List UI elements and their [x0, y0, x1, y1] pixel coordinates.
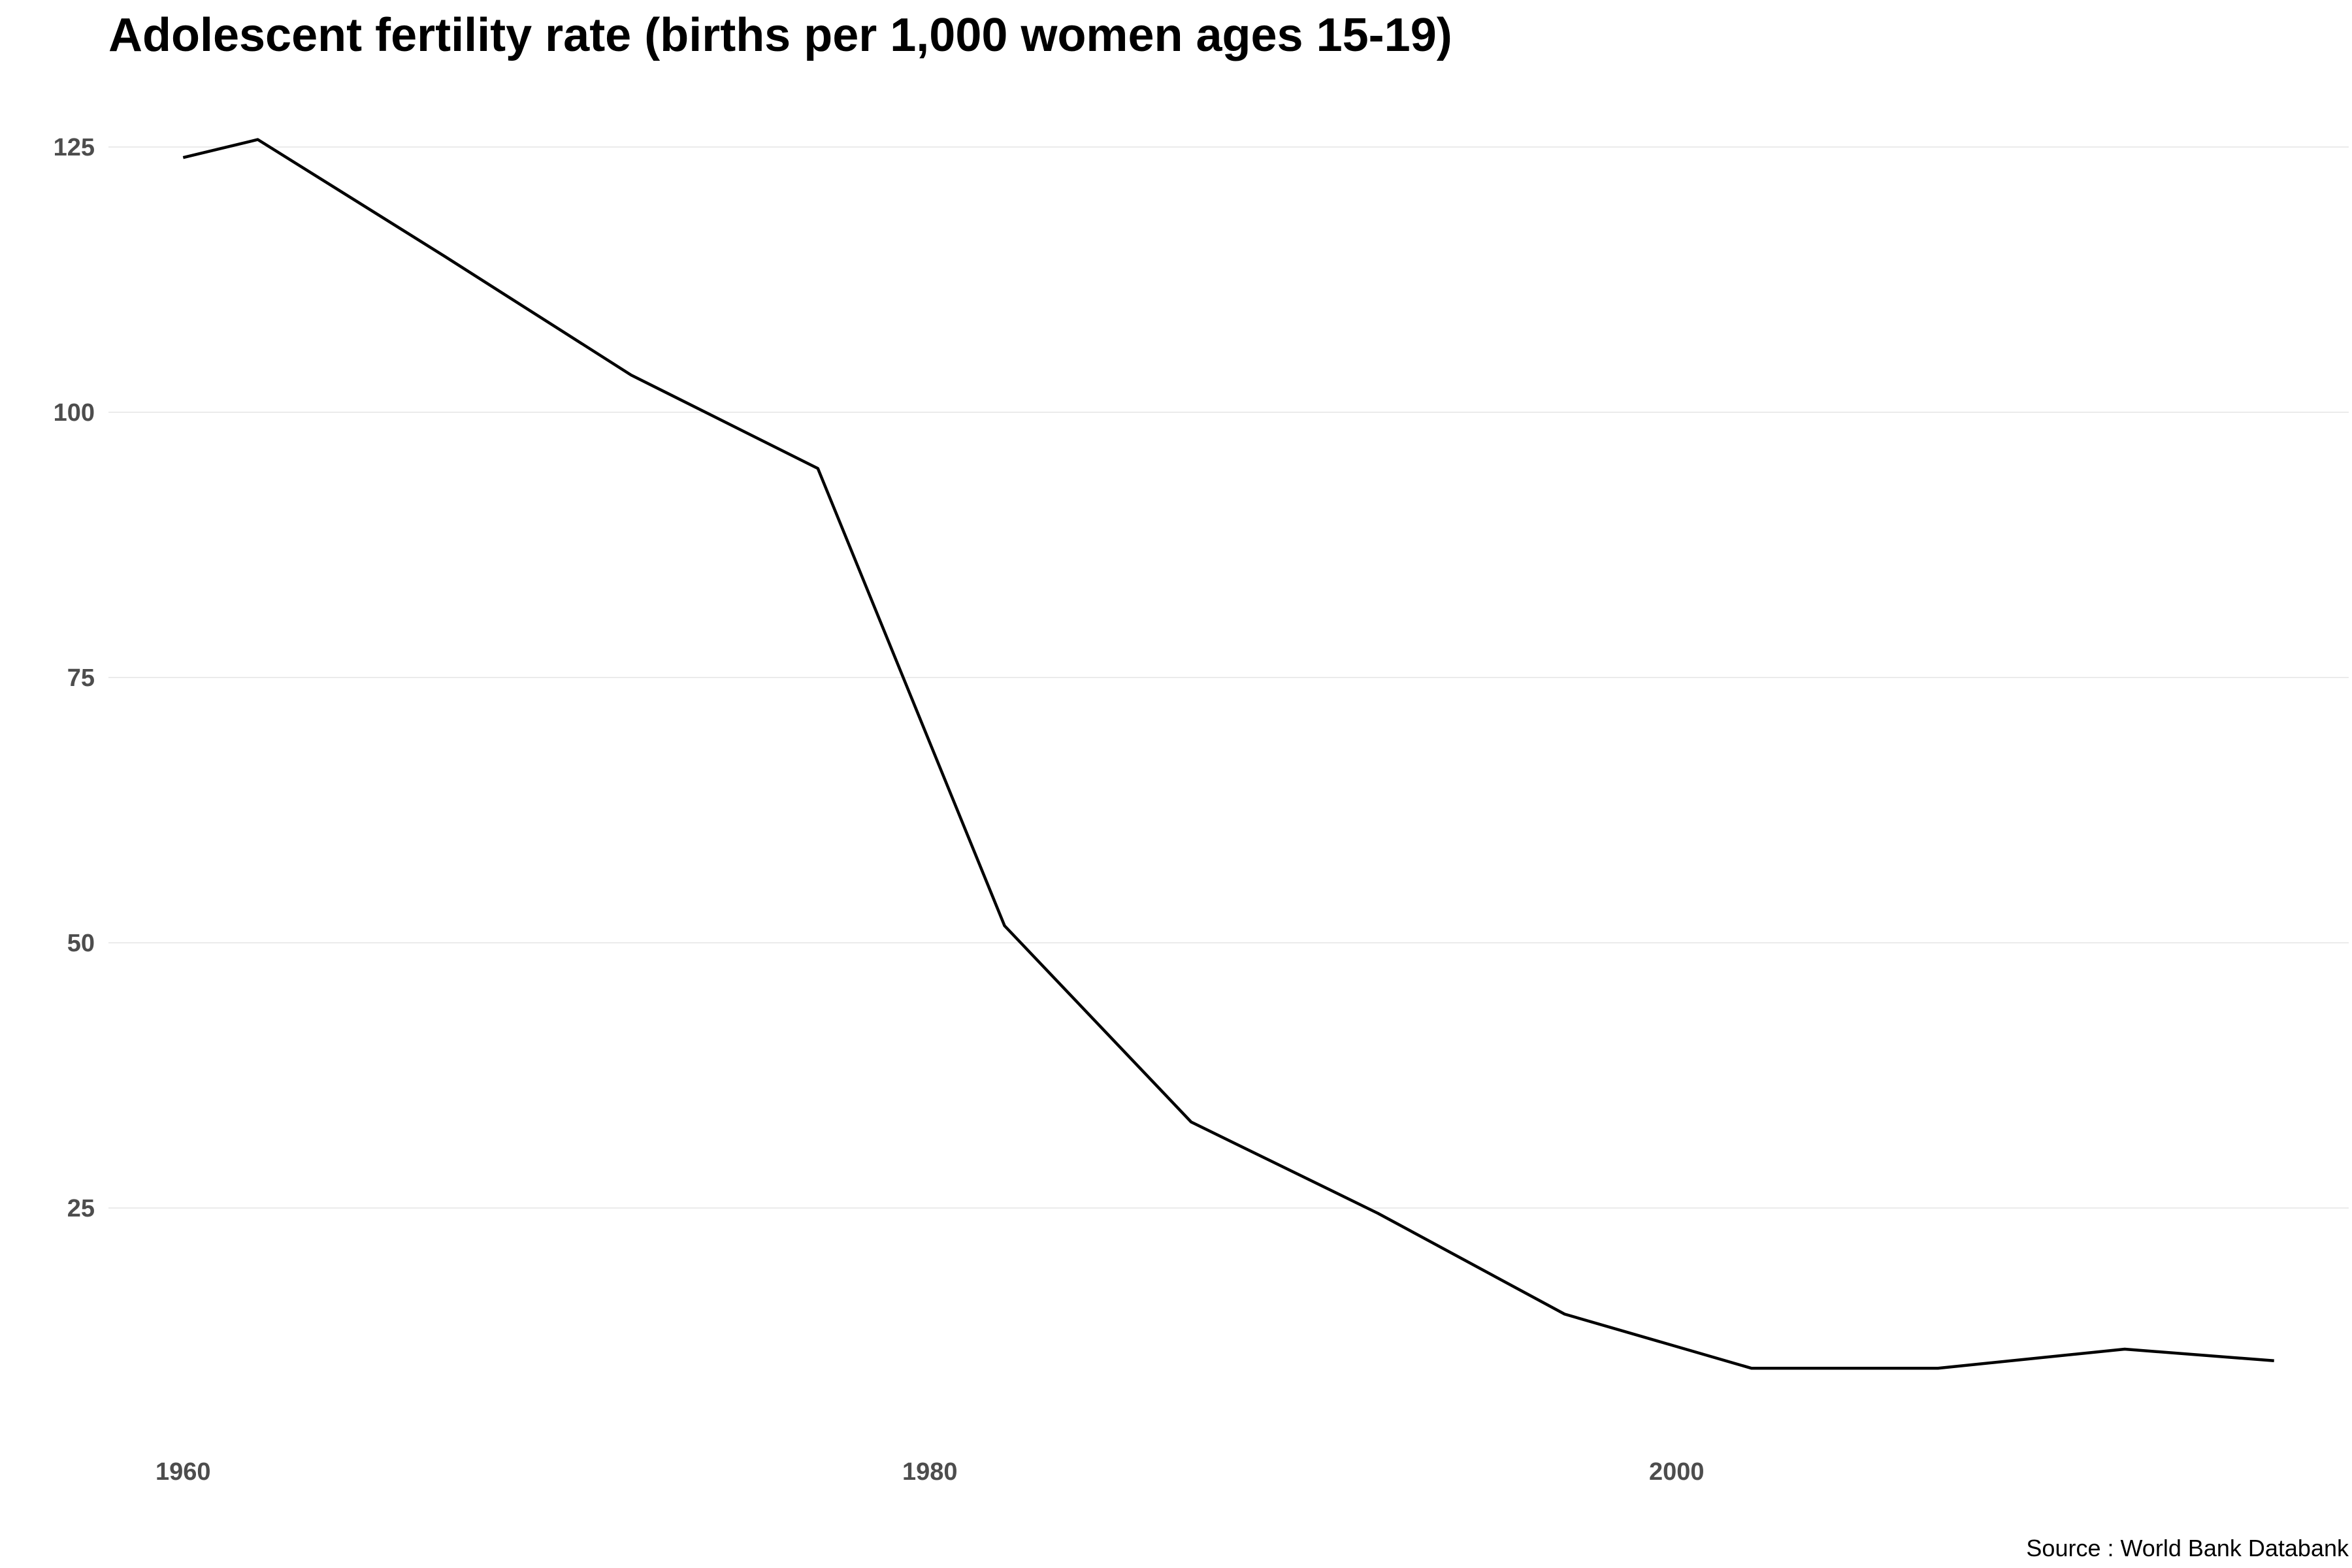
chart-title: Adolescent fertility rate (births per 1,…	[108, 9, 1452, 61]
y-tick-label: 100	[54, 399, 95, 427]
chart-caption: Source : World Bank Databank	[2026, 1535, 2349, 1561]
y-tick-label: 75	[67, 664, 95, 692]
y-tick-label: 25	[67, 1195, 95, 1222]
x-tick-label: 2000	[1649, 1458, 1705, 1486]
y-tick-label: 50	[67, 930, 95, 957]
y-axis-ticks: 25 50 75 100 125	[54, 134, 95, 1222]
x-axis-ticks: 1960 1980 2000	[155, 1458, 1705, 1486]
x-tick-label: 1960	[155, 1458, 211, 1486]
gridlines	[108, 146, 2349, 1209]
series-line	[182, 138, 2274, 1370]
x-tick-label: 1980	[902, 1458, 958, 1486]
y-tick-label: 125	[54, 134, 95, 161]
series-group	[182, 138, 2274, 1370]
